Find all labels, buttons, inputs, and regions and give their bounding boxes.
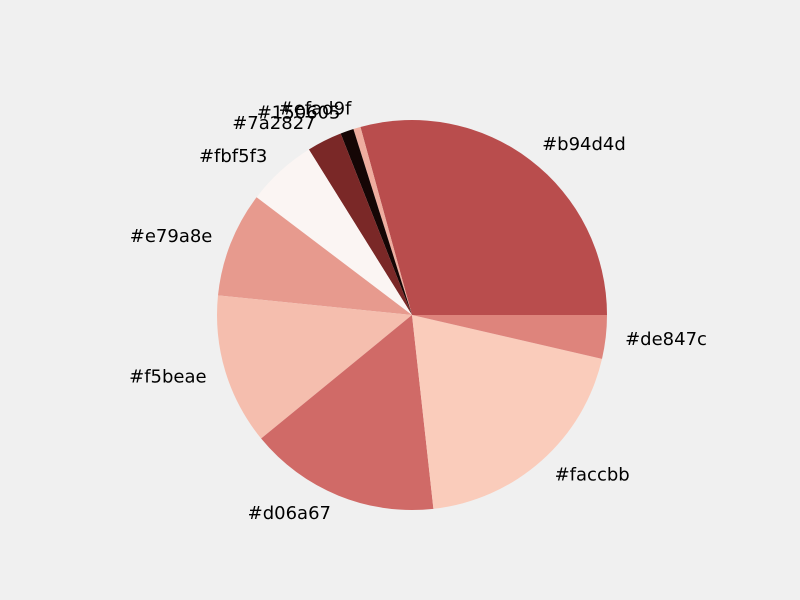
- pie-slice-label-3: #7a2827: [232, 113, 315, 134]
- pie-slice-label-6: #f5beae: [129, 366, 206, 387]
- pie-slice-1: [353, 126, 412, 315]
- pie-slice-label-1: #efad9f: [279, 99, 352, 120]
- pie-slice-8: [412, 315, 603, 509]
- pie-slices: [217, 120, 607, 511]
- pie-slice-0: [360, 120, 607, 315]
- pie-labels: #b94d4d #efad9f#150605#7a2827 #fbf5f3 #e79a…: [129, 99, 707, 524]
- pie-slice-5: [217, 197, 412, 315]
- pie-slice-4: [256, 149, 412, 315]
- pie-slice-label-9: #de847c: [625, 329, 707, 350]
- pie-slice-label-4: #fbf5f3: [199, 146, 267, 167]
- pie-slice-2: [340, 129, 412, 315]
- pie-slice-label-2: #150605: [257, 102, 341, 123]
- pie-slice-label-8: #faccbb: [555, 465, 630, 486]
- pie-slice-label-0: #b94d4d: [542, 134, 626, 155]
- pie-slice-label-5: #e79a8e: [130, 226, 213, 247]
- pie-slice-7: [261, 315, 434, 511]
- pie-slice-label-7: #d06a67: [248, 503, 331, 524]
- pie-slice-3: [308, 133, 412, 315]
- pie-slice-6: [217, 295, 412, 439]
- pie-slice-9: [412, 315, 607, 359]
